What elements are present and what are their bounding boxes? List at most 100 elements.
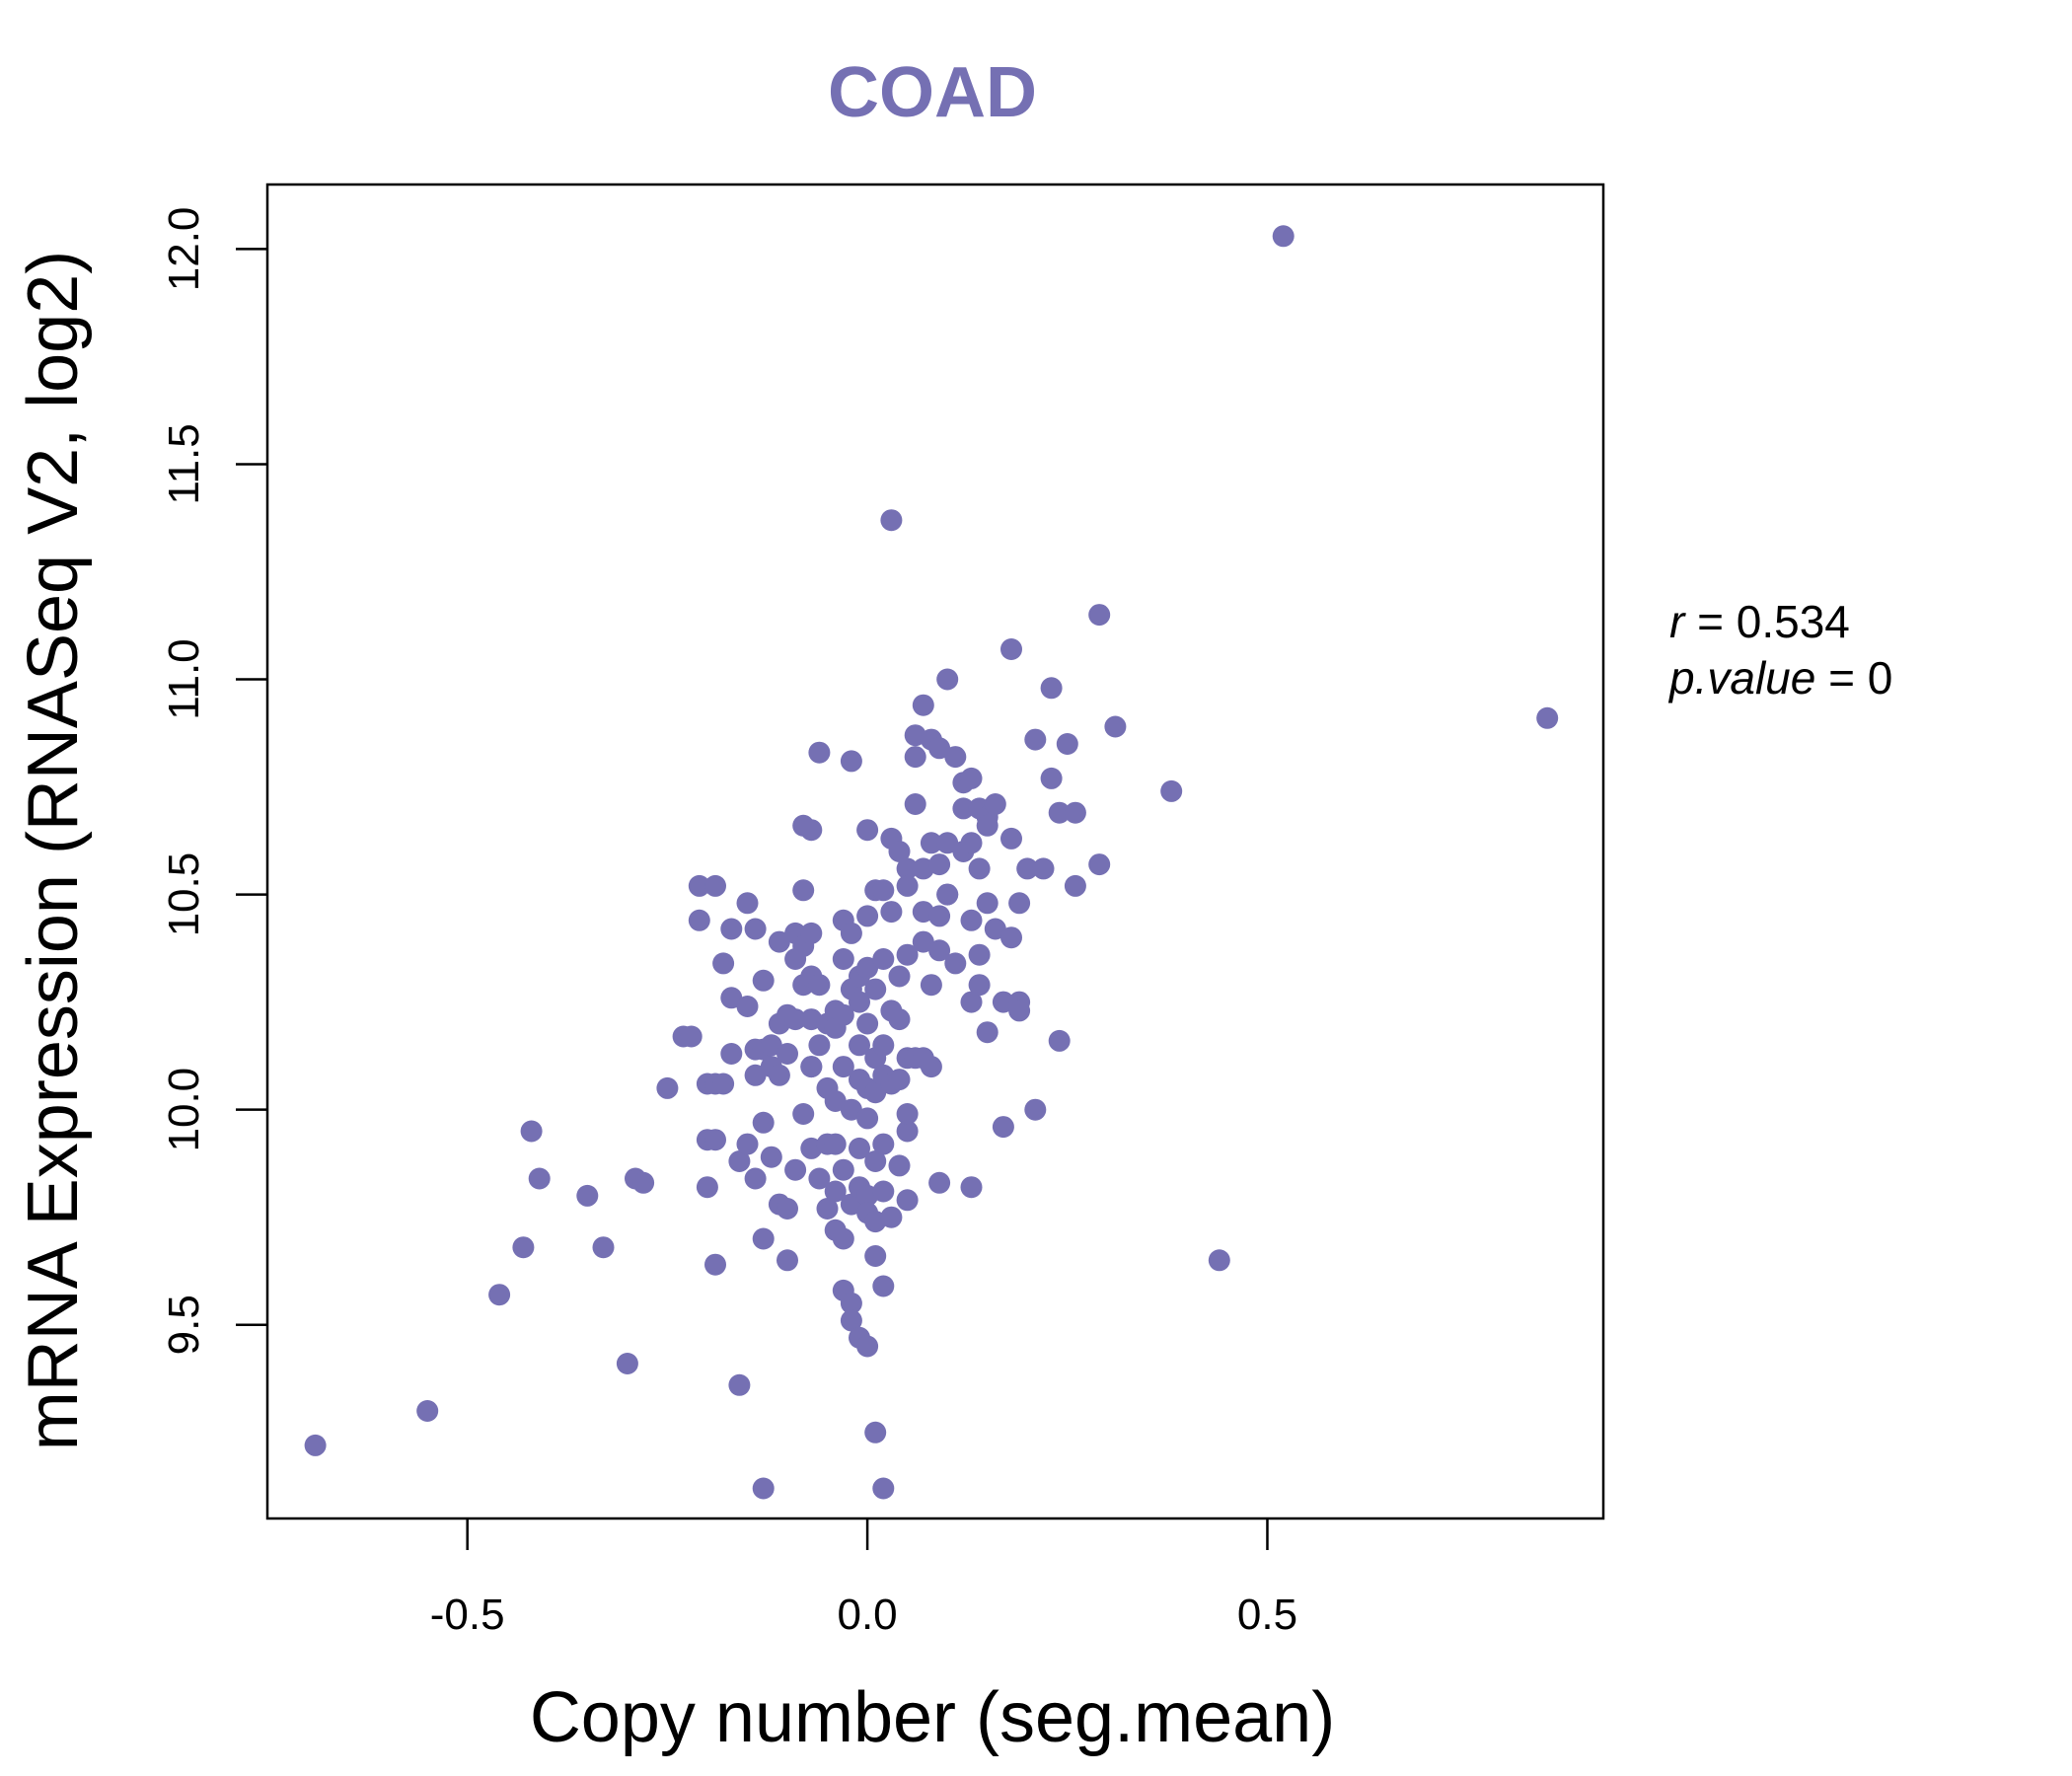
data-point	[904, 746, 926, 769]
data-point	[728, 1150, 751, 1172]
data-point	[872, 1133, 895, 1155]
data-point	[944, 952, 967, 975]
data-point	[872, 879, 895, 902]
data-point	[808, 741, 831, 764]
data-point	[1088, 604, 1111, 627]
data-point	[512, 1236, 535, 1259]
data-point	[952, 797, 975, 820]
data-point	[856, 819, 879, 842]
data-point	[832, 1003, 854, 1026]
data-point	[712, 952, 735, 975]
data-point	[768, 1064, 790, 1086]
data-point	[520, 1120, 543, 1143]
x-tick-label: -0.5	[430, 1591, 505, 1639]
data-point	[856, 1335, 879, 1358]
data-point	[784, 1158, 807, 1181]
x-axis: -0.5 0.0 0.5	[430, 1518, 1297, 1639]
data-points	[304, 225, 1559, 1500]
data-point	[840, 1098, 862, 1121]
data-point	[824, 1090, 847, 1112]
plot-frame	[265, 183, 1605, 1520]
data-point	[736, 1133, 759, 1155]
r-value: 0.534	[1737, 596, 1850, 647]
data-point	[1000, 926, 1022, 949]
data-point	[960, 832, 983, 854]
data-point	[832, 948, 854, 970]
data-point	[528, 1167, 551, 1190]
data-point	[768, 930, 790, 953]
p-value: 0	[1868, 652, 1893, 703]
data-point	[784, 1008, 807, 1031]
data-point	[760, 1034, 782, 1057]
data-point	[808, 1167, 831, 1190]
data-point	[880, 509, 903, 532]
data-point	[800, 819, 823, 842]
data-point	[872, 1180, 895, 1203]
data-point	[824, 1180, 847, 1203]
data-point	[1536, 706, 1559, 729]
data-point	[704, 1129, 726, 1151]
data-point	[944, 746, 967, 769]
data-point	[864, 978, 887, 1000]
data-point	[1064, 801, 1086, 824]
data-point	[976, 892, 999, 915]
data-point	[808, 974, 831, 997]
data-point	[896, 1189, 919, 1212]
data-point	[704, 874, 726, 897]
data-point	[840, 1292, 862, 1314]
p-equals: =	[1815, 652, 1867, 703]
data-point	[1272, 225, 1295, 248]
data-point	[1008, 999, 1031, 1022]
data-point	[936, 883, 959, 906]
data-point	[777, 1249, 798, 1272]
data-point	[704, 1253, 726, 1276]
data-point	[888, 965, 911, 988]
data-point	[856, 905, 879, 927]
data-point	[1208, 1249, 1230, 1272]
data-point	[920, 974, 942, 997]
data-point	[888, 1069, 911, 1091]
data-point	[1064, 874, 1086, 897]
data-point	[736, 892, 759, 915]
data-point	[872, 948, 895, 970]
x-tick-label: 0.5	[1237, 1591, 1297, 1639]
p-symbol: p.value	[1667, 652, 1815, 703]
y-axis-label: mRNA Expression (RNASeq V2, log2)	[14, 251, 93, 1450]
data-point	[1088, 853, 1111, 876]
data-point	[888, 1008, 911, 1031]
data-point	[936, 668, 959, 691]
data-point	[872, 1477, 895, 1500]
data-point	[928, 939, 951, 962]
data-point	[824, 1133, 847, 1155]
data-point	[1048, 801, 1071, 824]
data-point	[896, 874, 919, 897]
data-point	[728, 1373, 751, 1396]
data-point	[984, 918, 1006, 940]
r-statistic: r = 0.534	[1669, 596, 1850, 647]
data-point	[864, 1081, 887, 1104]
data-point	[888, 1154, 911, 1177]
data-point	[928, 905, 951, 927]
data-point	[808, 1034, 831, 1057]
data-point	[488, 1284, 511, 1306]
data-point	[912, 694, 934, 716]
data-point	[992, 991, 1014, 1013]
y-axis: 9.5 10.0 10.5 11.0 11.5 12.0	[160, 207, 267, 1355]
data-point	[856, 1107, 879, 1130]
data-point	[1008, 892, 1031, 915]
data-point	[712, 1073, 735, 1095]
data-point	[968, 974, 991, 997]
data-point	[849, 991, 870, 1013]
data-point	[960, 1176, 983, 1199]
data-point	[896, 857, 919, 880]
data-point	[1016, 857, 1039, 880]
data-point	[832, 1056, 854, 1078]
data-point	[872, 1275, 895, 1297]
data-point	[864, 1150, 887, 1172]
data-point	[856, 956, 879, 979]
data-point	[856, 1012, 879, 1035]
data-point	[960, 767, 983, 789]
r-equals: =	[1684, 596, 1736, 647]
data-point	[752, 1111, 775, 1134]
